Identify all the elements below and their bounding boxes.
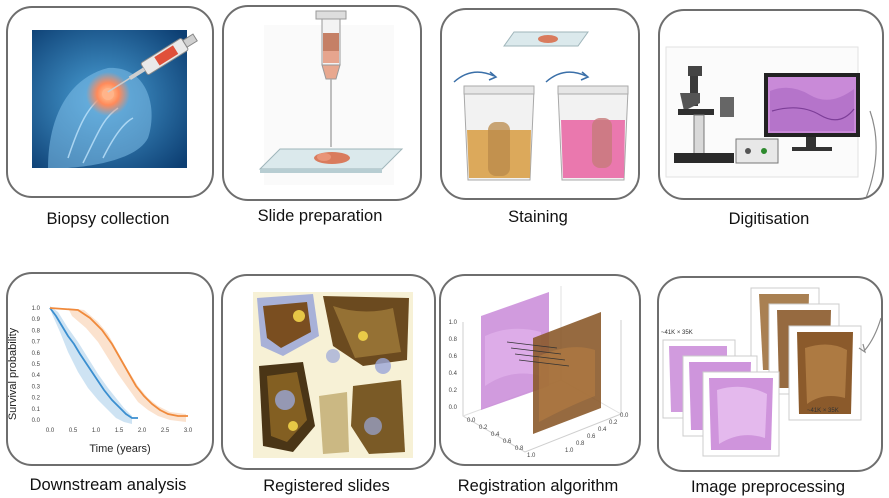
preprocessing-caption: Image preprocessing [690,478,846,496]
registration-caption: Registration algorithm [457,477,619,495]
registered-slides-image [253,292,413,458]
km-blue-curve [49,307,138,419]
survival-plot: Survival probability Time (years) 0.0 0.1… [8,306,193,455]
reg-left-tick: 0.2 [449,388,458,394]
reg-left-tick: 0.8 [449,337,458,343]
km-xtick-label: 1.0 [92,428,101,434]
reg-bottom-left-tick: 0.0 [467,418,476,424]
staining-illustration [453,31,629,181]
biopsy-illustration [32,30,198,168]
digitisation-illustration [665,46,877,198]
km-ytick-label: 0.2 [32,396,41,402]
reg-left-tick: 0.0 [449,405,458,411]
km-ytick-label: 0.9 [32,317,41,323]
downstream-caption: Downstream analysis [29,476,187,494]
reg-bottom-right-tick: 0.2 [609,420,618,426]
slide-prep-caption: Slide preparation [257,207,383,225]
km-xtick-label: 0.0 [46,428,55,434]
staining-caption: Staining [508,208,568,226]
km-xtick-label: 1.5 [115,428,124,434]
registration-algorithm-panel: 1.0 0.8 0.6 0.4 0.2 0.0 0.0 0.2 0.4 0.6 0.8 1.0 1.… [439,274,641,466]
digitisation-panel [658,9,884,200]
reg-bottom-left-tick: 1.0 [527,453,536,459]
km-ytick-label: 0.8 [32,328,41,334]
registration-3d-plot: 1.00.80.60.40.20.0 0.00.20.40.60.81.0 1.… [449,286,629,459]
slide-prep-illustration [258,10,404,185]
staining-panel [440,8,640,200]
survival-ylabel: Survival probability [8,327,19,420]
km-ytick-label: 0.4 [32,373,41,379]
reg-left-tick: 0.4 [449,371,458,377]
km-xtick-label: 2.0 [138,428,147,434]
reg-bottom-right-tick: 0.6 [587,434,596,440]
size-label-left: ~41K × 35K [661,330,693,336]
reg-bottom-right-tick: 0.4 [598,427,607,433]
km-ytick-label: 0.0 [32,418,41,424]
registered-caption: Registered slides [263,477,390,495]
km-xtick-label: 2.5 [161,428,170,434]
reg-left-tick: 1.0 [449,320,458,326]
reg-left-tick: 0.6 [449,354,458,360]
km-ytick-label: 1.0 [32,306,41,312]
reg-bottom-right-tick: 1.0 [565,448,574,454]
reg-bottom-left-tick: 0.4 [491,432,500,438]
downstream-analysis-panel: Survival probability Time (years) 0.0 0.1… [6,272,214,466]
digitisation-caption: Digitisation [728,210,810,228]
image-preprocessing-panel: ~41K × 35K ~41K × 35K [657,276,883,472]
km-orange-curve [49,307,188,417]
km-ytick-label: 0.6 [32,351,41,357]
reg-bottom-right-tick: 0.0 [620,413,629,419]
km-ytick-label: 0.3 [32,384,41,390]
km-orange-ci-band [68,308,186,422]
km-ytick-label: 0.1 [32,407,41,413]
biopsy-collection-panel [6,6,214,198]
km-ytick-label: 0.7 [32,340,41,346]
slide-preparation-panel [222,5,422,201]
reg-bottom-left-tick: 0.6 [503,439,512,445]
registered-slides-panel [221,274,436,470]
biopsy-caption: Biopsy collection [46,210,170,228]
km-blue-ci-band [50,306,132,424]
preprocessing-illustration: ~41K × 35K ~41K × 35K [661,287,881,457]
size-label-right: ~41K × 35K [807,408,839,414]
reg-bottom-left-tick: 0.8 [515,446,524,452]
survival-xlabel: Time (years) [89,443,150,455]
reg-bottom-right-tick: 0.8 [576,441,585,447]
km-xtick-label: 0.5 [69,428,78,434]
reg-bottom-left-tick: 0.2 [479,425,488,431]
km-xtick-label: 3.0 [184,428,193,434]
km-ytick-label: 0.5 [32,362,41,368]
